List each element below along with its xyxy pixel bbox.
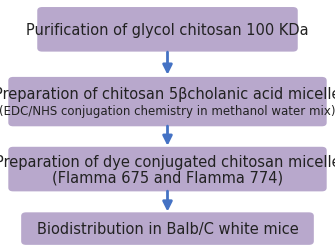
FancyBboxPatch shape (37, 8, 298, 52)
Text: Purification of glycol chitosan 100 KDa: Purification of glycol chitosan 100 KDa (26, 23, 309, 38)
Text: (Flamma 675 and Flamma 774): (Flamma 675 and Flamma 774) (52, 170, 283, 184)
FancyBboxPatch shape (21, 212, 314, 245)
Text: (EDC/NHS conjugation chemistry in methanol water mix): (EDC/NHS conjugation chemistry in methan… (0, 105, 335, 118)
Text: Preparation of dye conjugated chitosan micelle: Preparation of dye conjugated chitosan m… (0, 155, 335, 170)
FancyBboxPatch shape (8, 147, 327, 192)
Text: Preparation of chitosan 5βcholanic acid micelle: Preparation of chitosan 5βcholanic acid … (0, 87, 335, 102)
Text: Biodistribution in Balb/C white mice: Biodistribution in Balb/C white mice (37, 221, 298, 236)
FancyBboxPatch shape (8, 78, 327, 127)
